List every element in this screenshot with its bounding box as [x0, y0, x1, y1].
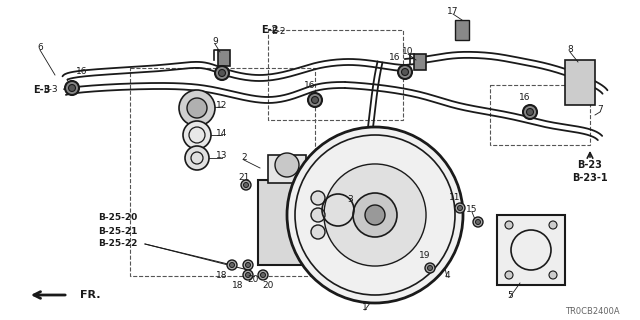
Circle shape	[476, 220, 481, 225]
Circle shape	[401, 68, 408, 76]
Text: B-23: B-23	[577, 160, 602, 170]
Text: 16: 16	[519, 93, 531, 102]
Text: 13: 13	[216, 151, 228, 161]
Circle shape	[275, 153, 299, 177]
Circle shape	[179, 90, 215, 126]
Circle shape	[68, 84, 76, 92]
Circle shape	[505, 271, 513, 279]
Text: FR.: FR.	[80, 290, 100, 300]
Text: 16: 16	[389, 53, 401, 62]
Text: B-25-21: B-25-21	[98, 227, 138, 236]
Bar	[268, 30, 403, 120]
Bar	[490, 85, 590, 145]
Bar	[130, 68, 315, 276]
Circle shape	[215, 66, 229, 80]
Circle shape	[185, 146, 209, 170]
Circle shape	[243, 270, 253, 280]
Circle shape	[241, 180, 251, 190]
Circle shape	[243, 182, 248, 188]
Circle shape	[505, 221, 513, 229]
Text: 20: 20	[262, 281, 274, 290]
Circle shape	[527, 108, 534, 116]
Bar	[497, 215, 565, 285]
Circle shape	[428, 266, 433, 270]
Text: 16: 16	[76, 68, 88, 76]
Bar	[414, 54, 426, 70]
Circle shape	[187, 98, 207, 118]
Text: 17: 17	[447, 7, 459, 17]
Text: 19: 19	[419, 251, 431, 260]
Circle shape	[260, 273, 266, 277]
Circle shape	[65, 81, 79, 95]
Circle shape	[523, 105, 537, 119]
Circle shape	[258, 270, 268, 280]
Text: 8: 8	[567, 45, 573, 54]
Circle shape	[353, 193, 397, 237]
Circle shape	[227, 260, 237, 270]
Text: 21: 21	[238, 173, 250, 182]
Circle shape	[324, 164, 426, 266]
Text: 6: 6	[37, 44, 43, 52]
Text: 18: 18	[232, 281, 244, 290]
Circle shape	[458, 205, 463, 211]
Circle shape	[246, 262, 250, 268]
Text: B-25-22: B-25-22	[98, 239, 138, 249]
Circle shape	[455, 203, 465, 213]
Bar	[258, 180, 318, 265]
Circle shape	[246, 273, 250, 277]
Circle shape	[549, 271, 557, 279]
Text: 18: 18	[216, 270, 228, 279]
Circle shape	[230, 262, 234, 268]
Text: 3: 3	[347, 196, 353, 204]
Text: 16: 16	[304, 82, 316, 91]
Text: E-2: E-2	[271, 28, 285, 36]
Text: 14: 14	[216, 129, 228, 138]
Circle shape	[183, 121, 211, 149]
Text: 1: 1	[362, 303, 368, 313]
Text: 2: 2	[241, 154, 247, 163]
Circle shape	[365, 205, 385, 225]
Bar	[565, 60, 595, 105]
Circle shape	[311, 191, 325, 205]
Text: 15: 15	[467, 205, 477, 214]
Circle shape	[312, 97, 319, 103]
Text: 7: 7	[597, 106, 603, 115]
Circle shape	[473, 217, 483, 227]
Circle shape	[311, 225, 325, 239]
Text: 9: 9	[212, 37, 218, 46]
Text: 11: 11	[449, 194, 461, 203]
Circle shape	[311, 208, 325, 222]
Text: 4: 4	[444, 270, 450, 279]
Text: 10: 10	[403, 47, 413, 57]
Circle shape	[287, 127, 463, 303]
Text: 20: 20	[247, 276, 259, 284]
Circle shape	[243, 260, 253, 270]
Circle shape	[308, 93, 322, 107]
Text: B-25-20: B-25-20	[98, 213, 137, 222]
Circle shape	[218, 69, 225, 76]
Circle shape	[398, 65, 412, 79]
Circle shape	[425, 263, 435, 273]
Text: 5: 5	[507, 291, 513, 300]
Bar	[268, 155, 306, 183]
Text: TR0CB2400A: TR0CB2400A	[565, 308, 620, 316]
Bar	[455, 20, 469, 40]
Bar	[218, 50, 230, 66]
Text: E-3: E-3	[33, 85, 50, 95]
Text: 12: 12	[216, 100, 228, 109]
Circle shape	[549, 221, 557, 229]
Text: E-2: E-2	[260, 25, 278, 35]
Text: E-3: E-3	[43, 85, 58, 94]
Text: B-23-1: B-23-1	[572, 173, 608, 183]
